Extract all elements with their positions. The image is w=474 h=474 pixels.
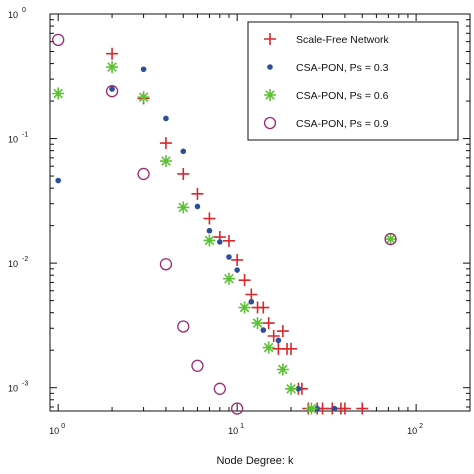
data-point-circle bbox=[137, 167, 150, 181]
series-2 bbox=[55, 66, 338, 412]
legend-box bbox=[247, 21, 459, 141]
legend: Scale-Free Network CSA-PON, Ps = 0.3 CSA-P… bbox=[247, 21, 459, 141]
data-point-plus bbox=[177, 167, 190, 180]
data-point-circle bbox=[52, 33, 65, 47]
y-tick-label: 10 bbox=[8, 384, 18, 394]
data-point-dot bbox=[260, 327, 267, 333]
data-point-dot bbox=[140, 66, 147, 73]
data-point-circle bbox=[177, 320, 190, 333]
data-point-dot bbox=[206, 227, 213, 234]
data-point-asterisk bbox=[222, 272, 235, 285]
data-point-asterisk bbox=[305, 402, 318, 415]
data-point-asterisk bbox=[203, 234, 216, 247]
data-point-plus bbox=[262, 317, 275, 330]
legend-label: CSA-PON, Ps = 0.3 bbox=[296, 62, 389, 74]
y-tick-label-exponent: -1 bbox=[22, 132, 28, 139]
data-points bbox=[52, 33, 397, 415]
legend-marker-asterisk bbox=[264, 89, 276, 101]
data-point-dot bbox=[180, 148, 187, 155]
data-point-plus bbox=[106, 47, 119, 60]
data-point-dot bbox=[194, 203, 201, 210]
data-point-asterisk bbox=[276, 363, 289, 376]
x-axis-title: Node Degree: k bbox=[216, 455, 294, 467]
data-point-plus bbox=[231, 253, 244, 266]
data-point-circle bbox=[231, 402, 244, 415]
y-tick-label-exponent: -2 bbox=[22, 256, 28, 263]
data-point-dot bbox=[226, 254, 232, 260]
data-point-dot bbox=[55, 177, 61, 184]
x-tick-label-exponent: 1 bbox=[240, 423, 244, 430]
data-point-plus bbox=[159, 137, 172, 150]
y-tick-label-exponent: -3 bbox=[22, 381, 28, 388]
data-point-plus bbox=[238, 274, 251, 287]
legend-marker-plus bbox=[264, 33, 276, 45]
legend-label: CSA-PON, Ps = 0.6 bbox=[296, 90, 389, 102]
data-point-plus bbox=[338, 402, 351, 415]
data-point-plus bbox=[245, 288, 258, 301]
data-point-dot bbox=[248, 298, 255, 305]
data-point-dot bbox=[109, 86, 115, 92]
data-point-plus bbox=[257, 301, 270, 314]
data-point-asterisk bbox=[251, 317, 264, 330]
axis-ticks bbox=[49, 13, 471, 411]
data-point-asterisk bbox=[106, 61, 119, 74]
data-point-dot bbox=[234, 267, 240, 273]
data-point-circle bbox=[105, 85, 119, 98]
y-tick-label-exponent: 0 bbox=[22, 7, 26, 14]
x-tick-label: 10 bbox=[49, 426, 59, 436]
data-point-asterisk bbox=[137, 91, 150, 104]
data-point-asterisk bbox=[238, 301, 251, 314]
data-point-circle bbox=[191, 359, 204, 372]
data-point-dot bbox=[275, 337, 282, 344]
y-tick-label: 10 bbox=[8, 135, 18, 145]
x-tick-label: 10 bbox=[228, 426, 238, 436]
legend-marker-dot bbox=[267, 64, 273, 70]
tick-labels: 10 0 10 1 10 210 010 -110 -210 -3 bbox=[8, 7, 423, 436]
data-point-plus bbox=[191, 187, 204, 200]
data-point-dot bbox=[217, 239, 223, 245]
legend-marker-circle bbox=[263, 116, 277, 130]
data-point-circle bbox=[384, 232, 397, 246]
y-tick-label: 10 bbox=[8, 10, 18, 20]
data-point-asterisk bbox=[262, 341, 275, 354]
data-point-asterisk bbox=[384, 233, 397, 246]
series-4 bbox=[52, 33, 397, 415]
data-point-dot bbox=[331, 405, 338, 412]
data-point-plus bbox=[267, 330, 280, 343]
data-point-plus bbox=[276, 325, 289, 338]
data-point-dot bbox=[163, 115, 169, 122]
series-3 bbox=[52, 61, 397, 415]
data-point-circle bbox=[213, 382, 226, 395]
data-point-circle bbox=[159, 258, 173, 271]
legend-label: CSA-PON, Ps = 0.9 bbox=[296, 118, 389, 130]
data-point-asterisk bbox=[159, 155, 172, 168]
x-tick-label: 10 bbox=[407, 426, 417, 436]
legend-label: Scale-Free Network bbox=[296, 34, 390, 46]
data-point-plus bbox=[222, 234, 235, 247]
y-tick-label: 10 bbox=[8, 259, 18, 269]
data-point-plus bbox=[203, 212, 216, 225]
data-point-plus bbox=[285, 342, 298, 355]
x-tick-label-exponent: 0 bbox=[61, 423, 65, 430]
data-point-plus bbox=[356, 402, 369, 415]
data-point-asterisk bbox=[52, 87, 65, 100]
data-point-asterisk bbox=[285, 382, 298, 395]
x-tick-label-exponent: 2 bbox=[419, 423, 423, 430]
data-point-asterisk bbox=[177, 201, 190, 214]
plot-frame bbox=[49, 13, 471, 412]
data-point-dot bbox=[295, 385, 302, 392]
